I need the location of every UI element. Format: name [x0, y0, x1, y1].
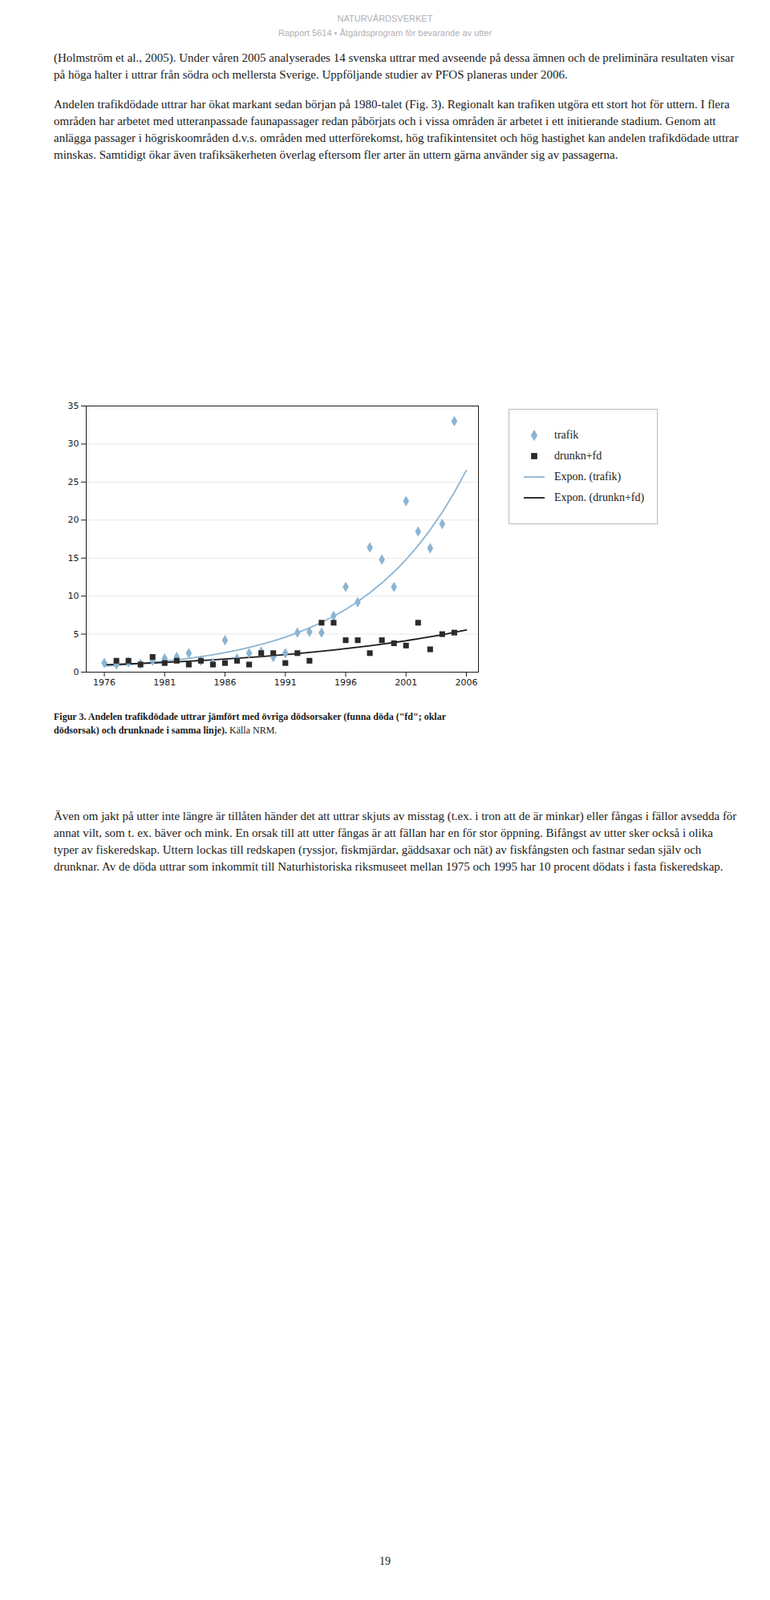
html-text:Expon. (trafik): Expon. (trafik) [554, 470, 621, 483]
svg-text:30: 30 [68, 438, 80, 450]
svg-text:15: 15 [68, 553, 80, 564]
html-text:Figur 3. Andelen trafikdödade: Figur 3. Andelen trafikdödade uttrar jäm… [53, 711, 446, 737]
svg-text:10: 10 [68, 591, 80, 602]
svg-text:1976: 1976 [93, 677, 116, 689]
svg-text:1996: 1996 [334, 677, 357, 689]
html-text:(Holmström et al., 2005). Unde: (Holmström et al., 2005). Under våren 20… [53, 51, 735, 82]
svg-text:2006: 2006 [454, 677, 478, 689]
svg-text:25: 25 [68, 477, 80, 488]
html-text:19: 19 [379, 1556, 391, 1569]
svg-text:2001: 2001 [394, 677, 418, 689]
html-text:NATURVÅRDSVERKET: NATURVÅRDSVERKET [337, 13, 433, 24]
svg-text:5: 5 [73, 629, 80, 641]
svg-text:0: 0 [73, 667, 80, 678]
svg-text:20: 20 [68, 514, 80, 526]
html-text:Andelen trafikdödade uttrar ha: Andelen trafikdödade uttrar har ökat mar… [53, 97, 739, 162]
html-text:Även om jakt på utter inte län: Även om jakt på utter inte längre är til… [53, 810, 737, 874]
svg-text:1991: 1991 [274, 677, 297, 689]
svg-text:1981: 1981 [153, 677, 176, 689]
svg-text:35: 35 [68, 401, 80, 412]
html-text:drunkn+fd: drunkn+fd [554, 449, 602, 462]
svg-text:1986: 1986 [214, 677, 237, 689]
html-text:trafik: trafik [554, 429, 579, 442]
html-text:Rapport 5614 • Åtgärdsprogram: Rapport 5614 • Åtgärdsprogram för bevara… [278, 28, 492, 38]
html-text:Expon. (drunkn+fd): Expon. (drunkn+fd) [554, 491, 645, 504]
